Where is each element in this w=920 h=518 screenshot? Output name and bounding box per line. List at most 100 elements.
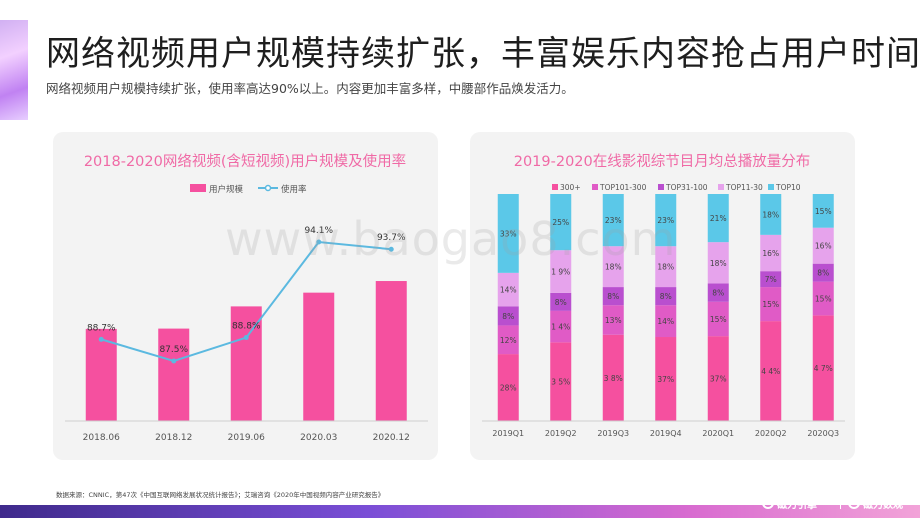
- legend-swatch: [592, 184, 598, 190]
- stacked-bar-segment: [602, 287, 624, 306]
- segment-data-label: 15%: [815, 207, 832, 216]
- segment-data-label: 13%: [605, 316, 622, 325]
- x-tick-label: 2020.03: [300, 433, 337, 443]
- brand-logo-left: 磁力引擎: [762, 492, 817, 514]
- segment-data-label: 16%: [815, 242, 832, 251]
- segment-data-label: 14%: [657, 317, 674, 326]
- stacked-bar-segment: [707, 194, 729, 243]
- bar-user-scale: [158, 328, 190, 421]
- segment-data-label: 16%: [762, 249, 779, 258]
- stacked-bar-segment: [602, 334, 624, 421]
- x-tick-label: 2019.06: [228, 433, 265, 443]
- legend-swatch: [658, 184, 664, 190]
- legend: 300+ TOP101-300 TOP31-100 TOP11-30 TOP10: [552, 183, 801, 192]
- segment-data-label: 14%: [500, 286, 517, 295]
- segment-data-label: 8%: [555, 298, 567, 307]
- legend-label-bars: 用户规模: [209, 184, 244, 195]
- user-scale-chart: 2018-2020网络视频(含短视频)用户规模及使用率 用户规模 使用率 201…: [65, 153, 428, 443]
- stacked-bar-segment: [760, 271, 782, 288]
- bar-user-scale: [303, 292, 335, 421]
- segment-data-label: 21%: [710, 214, 727, 223]
- segment-data-label: 15%: [815, 295, 832, 304]
- x-tick-label: 2019Q1: [492, 429, 524, 438]
- segment-data-label: 8%: [660, 292, 672, 301]
- source-note: 数据来源：CNNIC，第47次《中国互联网络发展状况统计报告》；艾瑞咨询《202…: [56, 491, 385, 499]
- stacked-bar-segment: [602, 194, 624, 247]
- x-tick-label: 2020Q3: [807, 429, 839, 438]
- legend-swatch-bars: [190, 184, 206, 192]
- chart-title: 2018-2020网络视频(含短视频)用户规模及使用率: [84, 153, 406, 170]
- segment-data-label: 1 4%: [551, 323, 570, 332]
- segment-data-label: 8%: [817, 269, 829, 278]
- usage-rate-data-label: 94.1%: [304, 226, 333, 236]
- stacked-bar-segment: [812, 281, 834, 316]
- stacked-bar-segment: [497, 354, 519, 421]
- segment-data-label: 8%: [607, 292, 619, 301]
- stacked-bar-segment: [655, 305, 677, 338]
- legend-label: TOP31-100: [665, 183, 708, 192]
- segment-data-label: 23%: [657, 216, 674, 225]
- stacked-bar-segment: [497, 306, 519, 326]
- segment-data-label: 18%: [762, 210, 779, 219]
- stacked-bar-segment: [812, 227, 834, 264]
- brand-logo-right: 磁力数观: [848, 492, 903, 514]
- segment-data-label: 12%: [500, 336, 517, 345]
- legend-label: 300+: [560, 183, 581, 192]
- chart-card-playback-distribution: 2019-2020在线影视综节目月均总播放量分布 300+ TOP101-300 T…: [470, 132, 855, 460]
- page-subtitle: 网络视频用户规模持续扩张，使用率高达90%以上。内容更加丰富多样，中腰部作品焕发…: [46, 81, 574, 96]
- usage-rate-data-label: 93.7%: [377, 233, 406, 243]
- page-title: 网络视频用户规模持续扩张，丰富娱乐内容抢占用户时间: [46, 34, 920, 74]
- legend-label: TOP10: [775, 183, 801, 192]
- x-tick-label: 2020Q2: [755, 429, 787, 438]
- stacked-bar-segment: [602, 305, 624, 335]
- stacked-bar-segment: [760, 234, 782, 272]
- stacked-bar-segment: [707, 242, 729, 284]
- usage-rate-point: [98, 336, 104, 342]
- segment-data-label: 3 8%: [604, 374, 623, 383]
- playback-distribution-chart: 2019-2020在线影视综节目月均总播放量分布 300+ TOP101-300 T…: [482, 153, 845, 438]
- segment-data-label: 28%: [500, 384, 517, 393]
- bar-user-scale: [375, 281, 407, 421]
- stacked-bar-segment: [550, 194, 572, 251]
- usage-rate-data-label: 87.5%: [159, 345, 188, 355]
- brand-divider: [840, 497, 841, 509]
- stacked-bar-segment: [707, 283, 729, 302]
- x-tick-label: 2019Q2: [545, 429, 577, 438]
- stacked-bar-segment: [707, 301, 729, 337]
- bar-user-scale: [85, 328, 117, 421]
- usage-rate-data-label: 88.7%: [87, 323, 116, 333]
- usage-rate-point: [316, 239, 322, 245]
- usage-rate-point: [243, 335, 249, 341]
- legend-swatch: [552, 184, 558, 190]
- segment-data-label: 25%: [552, 218, 569, 227]
- stacked-bar-segment: [497, 272, 519, 307]
- stacked-bar-segment: [497, 194, 519, 273]
- stacked-bar-segment: [497, 325, 519, 355]
- segment-data-label: 18%: [657, 263, 674, 272]
- legend: 用户规模 使用率: [190, 184, 307, 195]
- brand-name-right: 磁力数观: [863, 499, 903, 511]
- segment-data-label: 8%: [502, 312, 514, 321]
- legend-marker-line: [264, 184, 272, 192]
- decorative-corner: [0, 20, 28, 120]
- stacked-bar-segment: [655, 246, 677, 288]
- stacked-bar-segment: [812, 263, 834, 282]
- stacked-bar-segment: [655, 337, 677, 421]
- segment-data-label: 3 5%: [551, 378, 570, 387]
- segment-data-label: 33%: [500, 229, 517, 238]
- stacked-bar-segment: [655, 194, 677, 247]
- usage-rate-data-label: 88.8%: [232, 322, 261, 332]
- x-tick-label: 2020Q1: [702, 429, 734, 438]
- segment-data-label: 15%: [710, 315, 727, 324]
- chart-title: 2019-2020在线影视综节目月均总播放量分布: [514, 153, 811, 170]
- legend-swatch: [768, 184, 774, 190]
- chart-card-user-scale: 2018-2020网络视频(含短视频)用户规模及使用率 用户规模 使用率 201…: [53, 132, 438, 460]
- legend-swatch: [718, 184, 724, 190]
- stacked-bar-segment: [760, 321, 782, 421]
- stacked-bar-segment: [760, 194, 782, 235]
- segment-data-label: 1 9%: [551, 268, 570, 277]
- stacked-bar-segment: [812, 315, 834, 421]
- segment-data-label: 37%: [657, 375, 674, 384]
- usage-rate-point: [171, 358, 177, 364]
- x-tick-label: 2019Q3: [597, 429, 629, 438]
